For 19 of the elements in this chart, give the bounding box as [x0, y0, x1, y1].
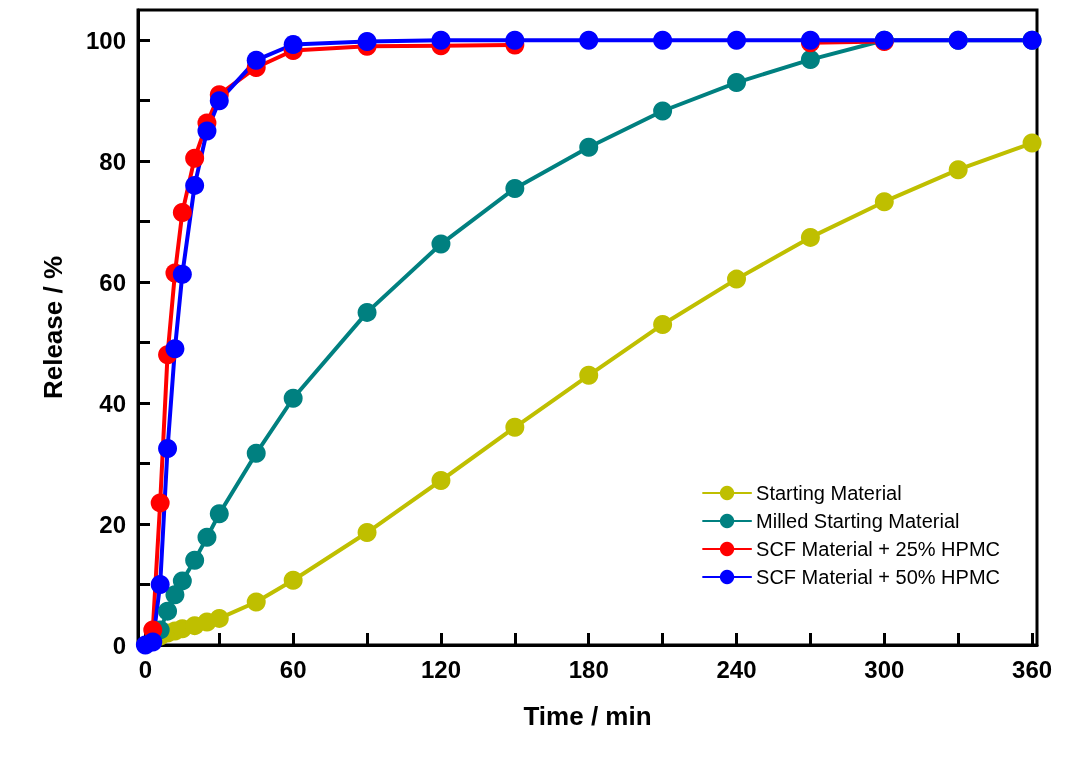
- x-tick-label: 300: [864, 655, 905, 683]
- legend-label: SCF Material + 50% HPMC: [756, 566, 1001, 588]
- x-tick-label: 0: [138, 655, 153, 683]
- legend-label: SCF Material + 25% HPMC: [756, 538, 1001, 560]
- x-tick-label: 240: [716, 655, 757, 683]
- y-tick-label: 20: [99, 510, 126, 538]
- legend-label: Milled Starting Material: [756, 510, 960, 532]
- y-tick-label: 60: [99, 268, 126, 296]
- x-tick-label: 360: [1012, 655, 1053, 683]
- x-tick-label: 180: [568, 655, 609, 683]
- y-tick-label: 80: [99, 147, 126, 175]
- x-tick-label: 120: [420, 655, 461, 683]
- y-tick-label: 100: [85, 26, 126, 54]
- y-tick-label: 40: [99, 389, 126, 417]
- y-tick-label: 0: [112, 631, 126, 659]
- y-axis-title: Release / %: [38, 255, 68, 400]
- legend-label: Starting Material: [756, 482, 902, 504]
- x-tick-label: 60: [279, 655, 307, 683]
- x-axis-title: Time / min: [523, 701, 652, 731]
